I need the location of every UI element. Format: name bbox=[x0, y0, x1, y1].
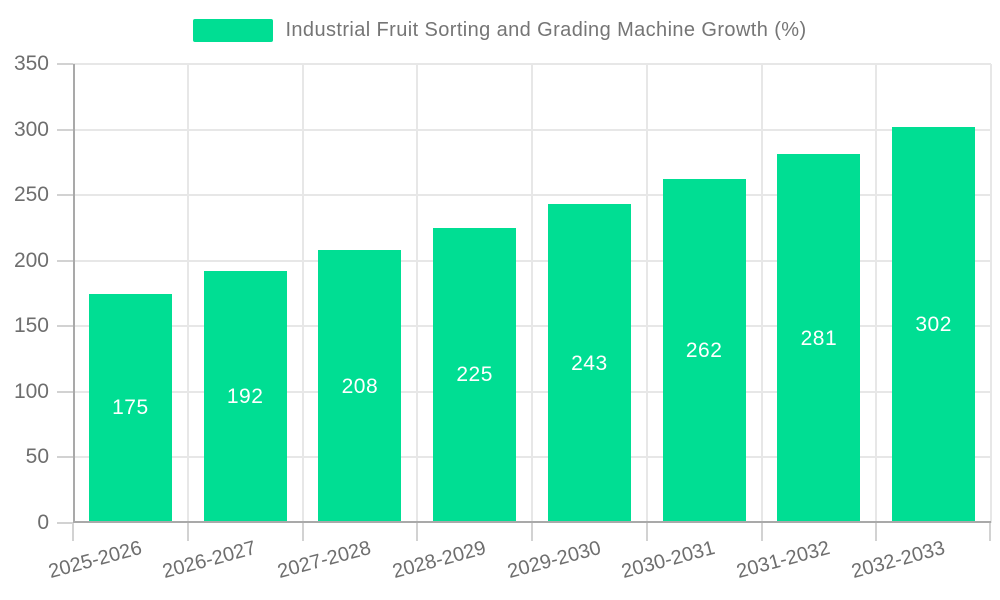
bar-value-label: 225 bbox=[456, 363, 493, 387]
y-axis-line bbox=[73, 64, 75, 523]
y-axis-tick bbox=[57, 325, 73, 328]
bar-value-label: 243 bbox=[571, 351, 608, 375]
bar[interactable]: 208 bbox=[318, 250, 402, 523]
y-axis-tick-label: 0 bbox=[37, 511, 49, 534]
y-axis-tick bbox=[57, 194, 73, 197]
bar[interactable]: 281 bbox=[777, 154, 861, 523]
x-axis-line bbox=[73, 521, 991, 523]
x-axis-category-label: 2027-2028 bbox=[275, 537, 374, 584]
x-axis-tick bbox=[989, 523, 991, 541]
bar[interactable]: 302 bbox=[892, 126, 976, 523]
x-axis-category-label: 2029-2030 bbox=[504, 537, 604, 584]
y-axis-tick-label: 200 bbox=[13, 248, 49, 272]
y-axis-tick-label: 300 bbox=[13, 117, 49, 141]
bar[interactable]: 243 bbox=[547, 204, 631, 523]
gridline-vertical bbox=[416, 64, 419, 523]
x-axis-tick bbox=[760, 523, 763, 541]
x-axis-category-label: 2030-2031 bbox=[619, 537, 718, 584]
gridline-vertical bbox=[186, 64, 189, 523]
x-axis-category-label: 2026-2027 bbox=[160, 537, 259, 584]
x-axis-tick bbox=[416, 523, 419, 541]
x-axis-tick bbox=[875, 523, 878, 541]
y-axis-tick-label: 50 bbox=[25, 445, 49, 469]
x-axis-category-label: 2028-2029 bbox=[390, 537, 489, 584]
gridline-vertical bbox=[531, 64, 533, 523]
bar-value-label: 262 bbox=[685, 339, 723, 363]
bar[interactable]: 262 bbox=[662, 179, 746, 523]
x-axis-tick bbox=[301, 523, 304, 541]
y-axis-tick-label: 150 bbox=[13, 314, 49, 338]
y-axis-tick-label: 350 bbox=[13, 52, 49, 75]
bar[interactable]: 192 bbox=[203, 271, 287, 523]
y-axis-tick bbox=[57, 390, 73, 393]
x-axis-category-label: 2032-2033 bbox=[849, 537, 948, 584]
bar-value-label: 302 bbox=[915, 312, 952, 336]
gridline-vertical bbox=[301, 64, 304, 523]
bar[interactable]: 225 bbox=[433, 227, 517, 523]
bar[interactable]: 175 bbox=[88, 293, 172, 523]
x-axis-tick bbox=[72, 523, 74, 541]
y-axis-tick-label: 100 bbox=[13, 379, 49, 403]
bar-value-label: 192 bbox=[226, 385, 264, 409]
x-axis-tick bbox=[531, 523, 533, 541]
y-axis-tick bbox=[57, 456, 73, 459]
gridline-vertical bbox=[875, 64, 878, 523]
bar-value-label: 281 bbox=[800, 326, 838, 350]
y-axis-tick bbox=[57, 522, 73, 524]
gridline-vertical bbox=[990, 64, 992, 523]
y-axis-tick bbox=[57, 63, 73, 65]
chart-legend[interactable]: Industrial Fruit Sorting and Grading Mac… bbox=[0, 19, 1000, 42]
x-axis-category-label: 2031-2032 bbox=[734, 537, 833, 584]
plot-area: 175 192 208 225 243 262 281 302 0 50 100 150 200 250… bbox=[14, 52, 992, 583]
gridline-vertical bbox=[760, 64, 763, 523]
gridline-vertical bbox=[645, 64, 648, 523]
x-axis-category-label: 2025-2026 bbox=[45, 537, 145, 584]
legend-label: Industrial Fruit Sorting and Grading Mac… bbox=[285, 19, 807, 41]
y-axis-tick bbox=[57, 128, 73, 131]
x-axis-tick bbox=[645, 523, 648, 541]
x-axis-tick bbox=[186, 523, 189, 541]
y-axis-tick bbox=[57, 259, 73, 262]
bar-value-label: 208 bbox=[341, 374, 379, 398]
legend-swatch bbox=[193, 19, 274, 42]
y-axis-tick-label: 250 bbox=[13, 183, 49, 207]
bar-value-label: 175 bbox=[112, 396, 149, 420]
